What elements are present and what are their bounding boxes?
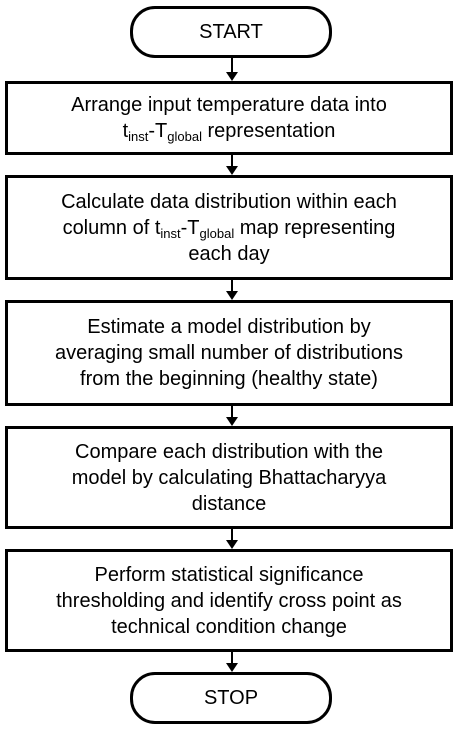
arrowhead-step2-step3 <box>226 291 238 300</box>
stop-label: STOP <box>203 687 259 709</box>
step2-line1: Calculate data distribution within each <box>61 190 397 213</box>
step4-line3: distance <box>191 492 267 515</box>
connector-step5-stop <box>231 652 233 665</box>
step-compare-distribution: Compare each distribution with the model… <box>5 426 453 529</box>
step3-line3: from the beginning (healthy state) <box>80 368 378 390</box>
step-estimate-model: Estimate a model distribution by averagi… <box>5 300 453 406</box>
step5-line2: thresholding and identify cross point as <box>56 589 402 612</box>
step-thresholding: Perform statistical significance thresho… <box>5 549 453 652</box>
connector-step1-step2 <box>231 155 233 168</box>
step4-line1: Compare each distribution with the <box>75 440 383 463</box>
step1-line1: Arrange input temperature data into <box>71 94 387 116</box>
step2-line2: column of tinst-Tglobal map representing <box>62 216 396 241</box>
stop-terminal: STOP <box>130 672 332 724</box>
step5-line1: Perform statistical significance <box>94 563 364 586</box>
step2-line3: each day <box>188 242 270 265</box>
arrowhead-step5-stop <box>226 663 238 672</box>
step5-line3: technical condition change <box>111 615 347 638</box>
arrowhead-start-step1 <box>226 72 238 81</box>
arrowhead-step1-step2 <box>226 166 238 175</box>
connector-step3-step4 <box>231 406 233 419</box>
start-label: START <box>199 21 263 43</box>
step-arrange-data: Arrange input temperature data into tins… <box>5 81 453 155</box>
step-calculate-distribution: Calculate data distribution within each … <box>5 175 453 280</box>
connector-start-step1 <box>231 58 233 74</box>
step3-line1: Estimate a model distribution by <box>87 316 371 338</box>
step3-line2: averaging small number of distributions <box>55 342 403 364</box>
arrowhead-step4-step5 <box>226 540 238 549</box>
step1-line2: tinst-Tglobal representation <box>122 120 336 144</box>
connector-step2-step3 <box>231 280 233 293</box>
arrowhead-step3-step4 <box>226 417 238 426</box>
start-terminal: START <box>130 6 332 58</box>
connector-step4-step5 <box>231 529 233 542</box>
step4-line2: model by calculating Bhattacharyya <box>71 466 387 489</box>
